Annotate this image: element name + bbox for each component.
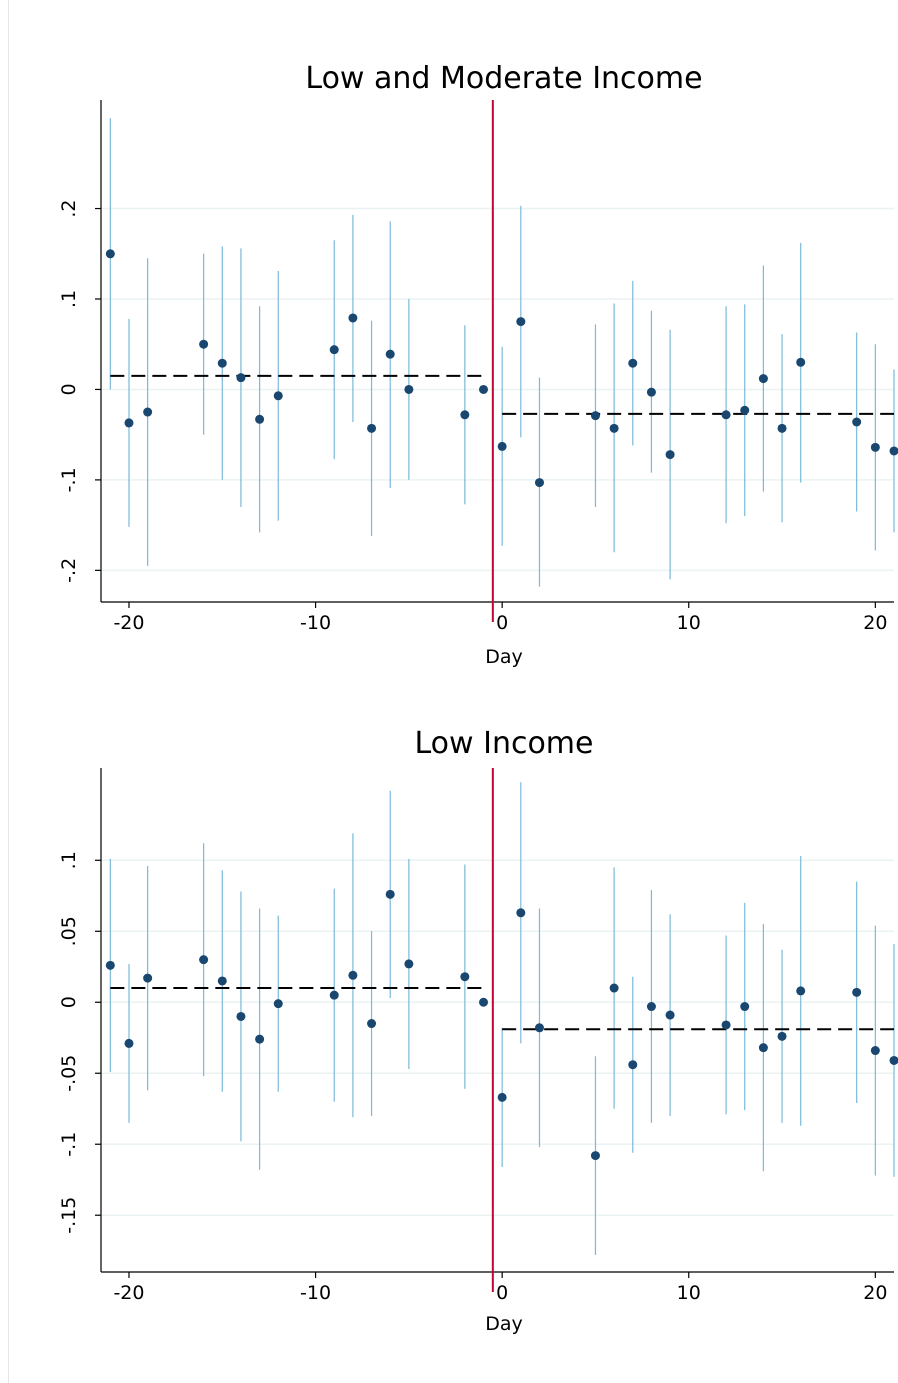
data-point xyxy=(665,1010,675,1020)
data-point xyxy=(609,983,619,993)
data-point xyxy=(758,374,768,384)
data-point xyxy=(199,339,209,349)
data-point xyxy=(236,1011,246,1021)
x-tick-label: 0 xyxy=(496,1282,508,1304)
chart-panel-low-income: Low Income Day -.15 -.1 -.05 0 .05 .1 -20 -10 0 1… xyxy=(58,726,898,1335)
x-axis-title: Day xyxy=(485,646,523,668)
data-point xyxy=(217,976,227,986)
data-point xyxy=(329,990,339,1000)
y-tick-label: 0 xyxy=(58,383,80,395)
data-point xyxy=(628,358,638,368)
data-point xyxy=(479,384,489,394)
data-point xyxy=(255,1034,265,1044)
data-point xyxy=(143,973,153,983)
data-point xyxy=(889,446,898,456)
data-point xyxy=(740,1002,750,1012)
data-point xyxy=(721,1020,731,1030)
data-point xyxy=(404,384,414,394)
left-edge-line xyxy=(8,0,9,1383)
data-point xyxy=(777,1031,787,1041)
x-tick-label: -20 xyxy=(113,1282,144,1304)
data-point xyxy=(217,358,227,368)
x-axis-title: Day xyxy=(485,1313,523,1335)
data-point xyxy=(479,997,489,1007)
data-point xyxy=(143,407,153,417)
data-point xyxy=(199,955,209,965)
data-point xyxy=(348,313,358,323)
data-point xyxy=(609,423,619,433)
data-point xyxy=(870,1046,880,1056)
data-point xyxy=(590,411,600,421)
data-point xyxy=(534,1023,544,1033)
x-tick-label: 10 xyxy=(677,1282,701,1304)
data-point xyxy=(721,410,731,420)
x-tick-label: 20 xyxy=(863,1282,887,1304)
x-tick-label: 20 xyxy=(863,612,887,634)
data-point xyxy=(404,959,414,969)
data-point xyxy=(124,418,134,428)
data-point xyxy=(777,423,787,433)
y-tick-label: -.15 xyxy=(58,1197,80,1234)
data-point xyxy=(646,387,656,397)
x-tick-label: -10 xyxy=(300,612,331,634)
data-point xyxy=(273,999,283,1009)
data-point xyxy=(740,405,750,415)
y-tick-label: .1 xyxy=(58,851,80,869)
data-point xyxy=(852,417,862,427)
data-point xyxy=(273,391,283,401)
y-tick-label: .2 xyxy=(58,199,80,217)
data-point xyxy=(758,1043,768,1053)
data-point xyxy=(329,345,339,355)
data-point xyxy=(460,410,470,420)
y-tick-label: -.1 xyxy=(58,1132,80,1157)
y-tick-label: -.2 xyxy=(58,558,80,583)
data-point xyxy=(665,450,675,460)
data-point xyxy=(796,986,806,996)
x-tick-label: 0 xyxy=(496,612,508,634)
data-point xyxy=(105,249,115,259)
data-point xyxy=(236,373,246,383)
x-tick-label: -20 xyxy=(113,612,144,634)
data-point xyxy=(255,414,265,424)
y-tick-label: .05 xyxy=(58,916,80,946)
data-point xyxy=(516,908,526,918)
y-tick-label: -.1 xyxy=(58,467,80,492)
data-point xyxy=(796,357,806,367)
data-point xyxy=(646,1002,656,1012)
y-tick-label: -.05 xyxy=(58,1055,80,1092)
data-point xyxy=(852,987,862,997)
data-point xyxy=(628,1060,638,1070)
y-tick-label: 0 xyxy=(58,996,80,1008)
data-point xyxy=(590,1151,600,1161)
data-point xyxy=(870,442,880,452)
chart-panel-low-and-moderate-income: Low and Moderate Income Day -.2 -.1 0 .1 .2 -… xyxy=(58,61,898,668)
data-point xyxy=(889,1055,898,1065)
data-point xyxy=(124,1038,134,1048)
x-tick-label: -10 xyxy=(300,1282,331,1304)
data-point xyxy=(348,970,358,980)
data-point xyxy=(105,960,115,970)
x-tick-label: 10 xyxy=(677,612,701,634)
data-point xyxy=(367,423,377,433)
y-tick-label: .1 xyxy=(58,290,80,308)
data-point xyxy=(534,478,544,488)
data-point xyxy=(497,441,507,451)
data-point xyxy=(385,349,395,359)
data-point xyxy=(460,972,470,982)
data-point xyxy=(385,889,395,899)
data-point xyxy=(516,317,526,327)
chart-title: Low Income xyxy=(414,726,593,761)
data-point xyxy=(367,1019,377,1029)
chart-title: Low and Moderate Income xyxy=(305,61,702,96)
data-point xyxy=(497,1092,507,1102)
